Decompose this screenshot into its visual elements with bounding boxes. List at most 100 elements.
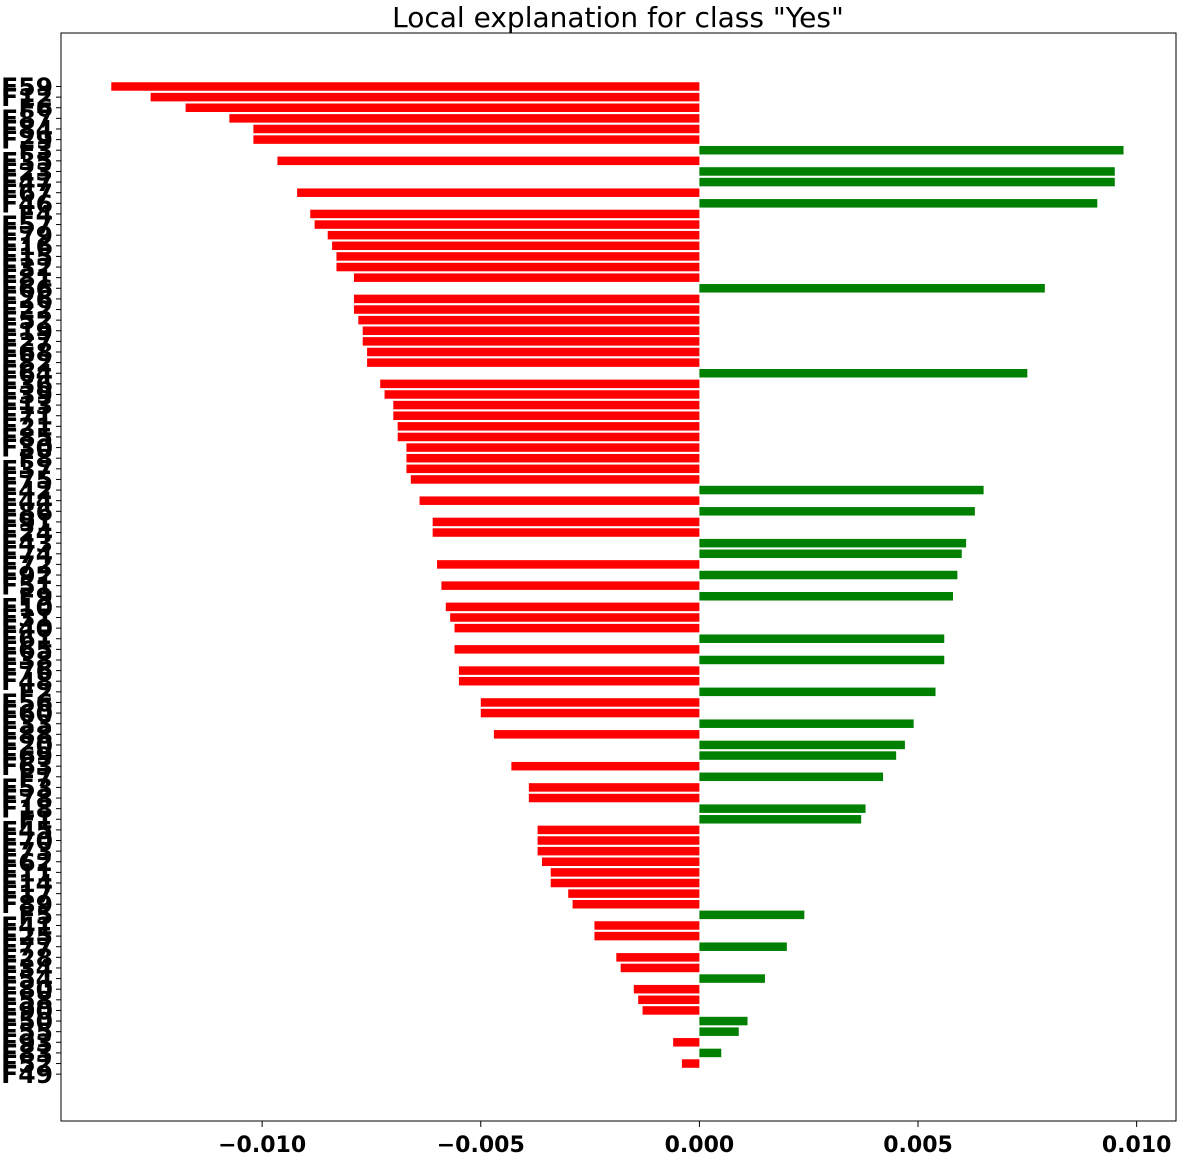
bar-f27 [362,337,700,346]
x-tick-label: −0.010 [218,1133,306,1154]
y-tick-label: F56 [1,688,53,717]
y-tick-label: F93 [1,1028,53,1057]
bar-f68 [367,347,700,357]
bar-f18 [699,804,866,813]
y-tick-label: F38 [1,646,53,675]
y-tick-label: F66 [1,274,53,303]
y-tick-label: F32 [1,253,53,282]
bar-group [111,82,1124,1068]
y-tick-label: F58 [1,986,53,1015]
y-tick-label: F49 [1,1060,53,1089]
y-tick-label: F29 [1,126,53,155]
bar-f21 [397,422,700,431]
y-tick-label: F63 [1,752,53,781]
bar-f81 [353,273,700,282]
bar-f22 [353,305,700,314]
bar-f33 [699,719,914,728]
bar-f40 [454,623,700,633]
y-tick-label: F4 [19,200,53,229]
y-tick-label: F80 [1,975,53,1004]
y-tick-label: F36 [1,370,53,399]
y-tick-label: F91 [1,508,53,537]
bar-f43 [699,538,967,548]
y-tick-label: F43 [1,529,53,558]
plot-frame [60,32,1177,1122]
y-tick-label: F1 [19,805,53,834]
bar-f56 [480,698,700,707]
y-tick-label: F84 [1,115,53,144]
bar-f31 [450,613,700,622]
y-tick-label: F19 [1,317,53,346]
y-tick-label: F46 [1,189,53,218]
y-tick-label: F37 [1,455,53,484]
y-tick-label: F20 [1,731,53,760]
y-tick-label: F6 [19,94,53,123]
y-tick-label: F8 [19,444,53,473]
bar-f48 [458,676,700,686]
y-tick-label: F39 [1,380,53,409]
bar-f84 [253,124,700,134]
y-tick-label: F70 [1,827,53,856]
y-tick-label: F59 [1,73,53,102]
bar-f26 [353,294,700,304]
y-tick-label: F26 [1,285,53,314]
bar-f58 [638,995,700,1005]
y-tick-label: F47 [1,168,53,197]
bar-f4 [310,209,700,219]
y-tick-label: F71 [1,402,53,431]
bar-f7 [699,772,884,782]
y-tick-label: F21 [1,412,53,441]
y-tick-label: F40 [1,614,53,643]
y-tick-label: F61 [1,625,53,654]
y-tick-label: F60 [1,699,53,728]
bar-f63 [511,761,700,771]
bar-f87 [229,114,700,123]
y-tick-label: F79 [1,221,53,250]
bar-f91 [432,517,700,527]
y-tick-label: F30 [1,434,53,463]
y-tick-label: F48 [1,667,53,696]
bar-f39 [384,390,700,399]
y-tick-label: F3 [19,136,53,165]
y-tick-label: F34 [1,954,53,983]
bar-f38 [699,655,945,665]
y-tick-labels: F59F12F6F87F84F29F3F35F23F47F67F46F4F57F… [1,73,61,1089]
bar-f12 [150,92,700,102]
bar-f50 [699,1016,748,1026]
bar-f61 [699,634,945,643]
bar-f62 [541,857,700,867]
y-tick-label: F89 [1,890,53,919]
y-tick-label: F85 [1,423,53,452]
bar-f60 [480,708,700,718]
y-tick-label: F33 [1,710,53,739]
bar-f34 [620,963,700,973]
bar-f19 [362,326,700,336]
y-tick-label: F52 [1,1050,53,1079]
y-tick-label: F78 [1,784,53,813]
y-tick-label: F77 [1,933,53,962]
y-tick-label: F52 [1,306,53,335]
bar-f35 [277,156,700,166]
bar-f74 [699,549,962,559]
bar-f46 [699,199,1098,208]
bar-f24 [432,528,700,537]
x-tick-label: 0.010 [1102,1133,1172,1154]
y-tick-label: F14 [1,869,53,898]
y-tick-label: F22 [1,296,53,325]
y-tick-label: F81 [1,264,53,293]
bar-f52 [681,1059,700,1068]
bar-f70 [537,836,700,845]
y-tick-label: F51 [1,572,53,601]
bar-f8 [406,453,700,463]
y-tick-label: F83 [1,1039,53,1068]
bar-f90 [642,1006,700,1015]
bar-f36 [380,379,700,389]
bar-f1 [699,815,862,824]
bar-f45 [537,825,700,835]
y-tick-label: F90 [1,996,53,1025]
y-tick-label: F28 [1,943,53,972]
y-tick-label: F53 [1,773,53,802]
y-tick-label: F11 [1,858,53,887]
bar-f78 [528,793,700,803]
y-tick-label: F74 [1,540,53,569]
